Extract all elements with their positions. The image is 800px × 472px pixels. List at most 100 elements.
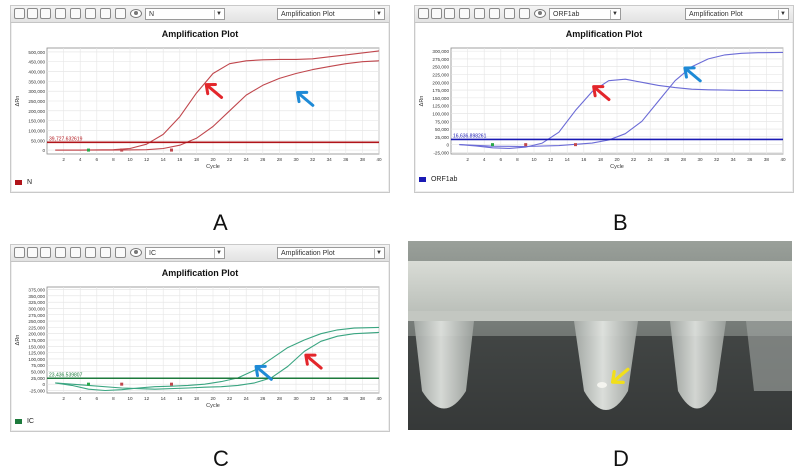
copy-icon[interactable] (70, 8, 81, 19)
label-d: D (613, 446, 629, 471)
x-tick-label: 36 (343, 396, 349, 401)
threshold-label: 39,727.632619 (49, 136, 83, 142)
x-tick-label: 2 (62, 396, 65, 401)
zoom-in-icon[interactable] (14, 8, 25, 19)
y-tick-label: 350,000 (28, 294, 45, 299)
baseline-marker (170, 382, 173, 386)
zoom-out-icon[interactable] (27, 247, 38, 258)
x-tick-label: 10 (127, 396, 133, 401)
x-tick-label: 8 (112, 157, 115, 162)
y-tick-label: 0 (42, 148, 45, 153)
toolbar: ORF1ab ▼ Amplification Plot ▼ (415, 6, 793, 23)
print-icon[interactable] (55, 8, 66, 19)
x-tick-label: 32 (310, 396, 316, 401)
y-tick-label: 50,000 (31, 370, 45, 375)
pan-icon[interactable] (444, 8, 455, 19)
threshold-label: 23,436.539807 (49, 372, 83, 378)
threshold-icon[interactable] (519, 8, 530, 19)
chevron-down-icon: ▼ (214, 10, 223, 19)
x-tick-label: 20 (614, 157, 620, 162)
copy-icon[interactable] (70, 247, 81, 258)
y-tick-label: 250,000 (432, 65, 449, 70)
x-tick-label: 12 (144, 157, 150, 162)
chart-title: Amplification Plot (566, 29, 643, 39)
y-tick-label: -25,000 (433, 150, 449, 155)
visibility-icon[interactable] (130, 9, 142, 18)
zoom-in-icon[interactable] (418, 8, 429, 19)
x-tick-label: 20 (210, 157, 216, 162)
pan-icon[interactable] (40, 247, 51, 258)
x-tick-label: 4 (483, 157, 486, 162)
y-tick-label: 325,000 (28, 300, 45, 305)
y-tick-label: 100,000 (432, 111, 449, 116)
y-tick-label: 375,000 (28, 288, 45, 293)
panel-c: IC ▼ Amplification Plot ▼ Amplification … (10, 244, 390, 432)
export-icon[interactable] (489, 8, 500, 19)
x-tick-label: 28 (277, 157, 283, 162)
zoom-out-icon[interactable] (431, 8, 442, 19)
table-icon[interactable] (504, 8, 515, 19)
label-b: B (613, 210, 628, 235)
export-icon[interactable] (85, 247, 96, 258)
series-line-1 (459, 78, 784, 149)
y-tick-label: 250,000 (28, 319, 45, 324)
y-axis-label: ΔRn (15, 335, 21, 346)
x-tick-label: 36 (747, 157, 753, 162)
x-tick-label: 2 (466, 157, 469, 162)
x-tick-label: 4 (79, 396, 82, 401)
toolbar: N ▼ Amplification Plot ▼ (11, 6, 389, 23)
zoom-out-icon[interactable] (27, 8, 38, 19)
target-select[interactable]: ORF1ab ▼ (549, 8, 621, 20)
legend-label: ORF1ab (430, 176, 458, 183)
table-icon[interactable] (100, 247, 111, 258)
y-tick-label: 25,000 (435, 135, 449, 140)
legend-label: N (26, 179, 33, 186)
target-select[interactable]: IC ▼ (145, 247, 225, 259)
print-icon[interactable] (55, 247, 66, 258)
export-icon[interactable] (85, 8, 96, 19)
target-select[interactable]: N ▼ (145, 8, 225, 20)
x-axis-label: Cycle (206, 164, 220, 170)
x-tick-label: 34 (731, 157, 737, 162)
series-line-2 (459, 51, 784, 148)
visibility-icon[interactable] (534, 9, 546, 18)
y-tick-label: 400,000 (28, 70, 45, 75)
x-tick-label: 34 (327, 396, 333, 401)
y-axis-label: ΔRn (419, 96, 425, 107)
plot-type-value: Amplification Plot (281, 11, 335, 18)
arrow-shaft (684, 67, 702, 83)
threshold-label: 16,636.898261 (453, 133, 487, 139)
plot-type-select[interactable]: Amplification Plot ▼ (277, 247, 385, 259)
x-tick-label: 26 (260, 396, 266, 401)
y-tick-label: 200,000 (28, 109, 45, 114)
x-tick-label: 22 (227, 396, 233, 401)
y-tick-label: 500,000 (28, 50, 45, 55)
y-tick-label: 200,000 (432, 80, 449, 85)
zoom-in-icon[interactable] (14, 247, 25, 258)
series-line-1 (55, 50, 380, 151)
x-tick-label: 14 (161, 396, 167, 401)
x-tick-label: 4 (79, 157, 82, 162)
y-tick-label: 50,000 (31, 138, 45, 143)
red-arrow (592, 85, 611, 102)
yellow-arrow (610, 367, 630, 384)
threshold-icon[interactable] (115, 8, 126, 19)
x-tick-label: 8 (112, 396, 115, 401)
y-tick-label: 225,000 (28, 325, 45, 330)
plot-type-select[interactable]: Amplification Plot ▼ (685, 8, 789, 20)
copy-icon[interactable] (474, 8, 485, 19)
x-tick-label: 12 (144, 396, 150, 401)
panel-d-photo (408, 241, 792, 430)
series-line-2 (55, 60, 380, 151)
plot-type-select[interactable]: Amplification Plot ▼ (277, 8, 385, 20)
table-icon[interactable] (100, 8, 111, 19)
visibility-icon[interactable] (130, 248, 142, 257)
y-tick-label: 300,000 (28, 306, 45, 311)
print-icon[interactable] (459, 8, 470, 19)
x-tick-label: 6 (96, 157, 99, 162)
x-tick-label: 8 (516, 157, 519, 162)
chevron-down-icon: ▼ (374, 10, 383, 19)
arrow-head (683, 66, 696, 79)
threshold-icon[interactable] (115, 247, 126, 258)
pan-icon[interactable] (40, 8, 51, 19)
